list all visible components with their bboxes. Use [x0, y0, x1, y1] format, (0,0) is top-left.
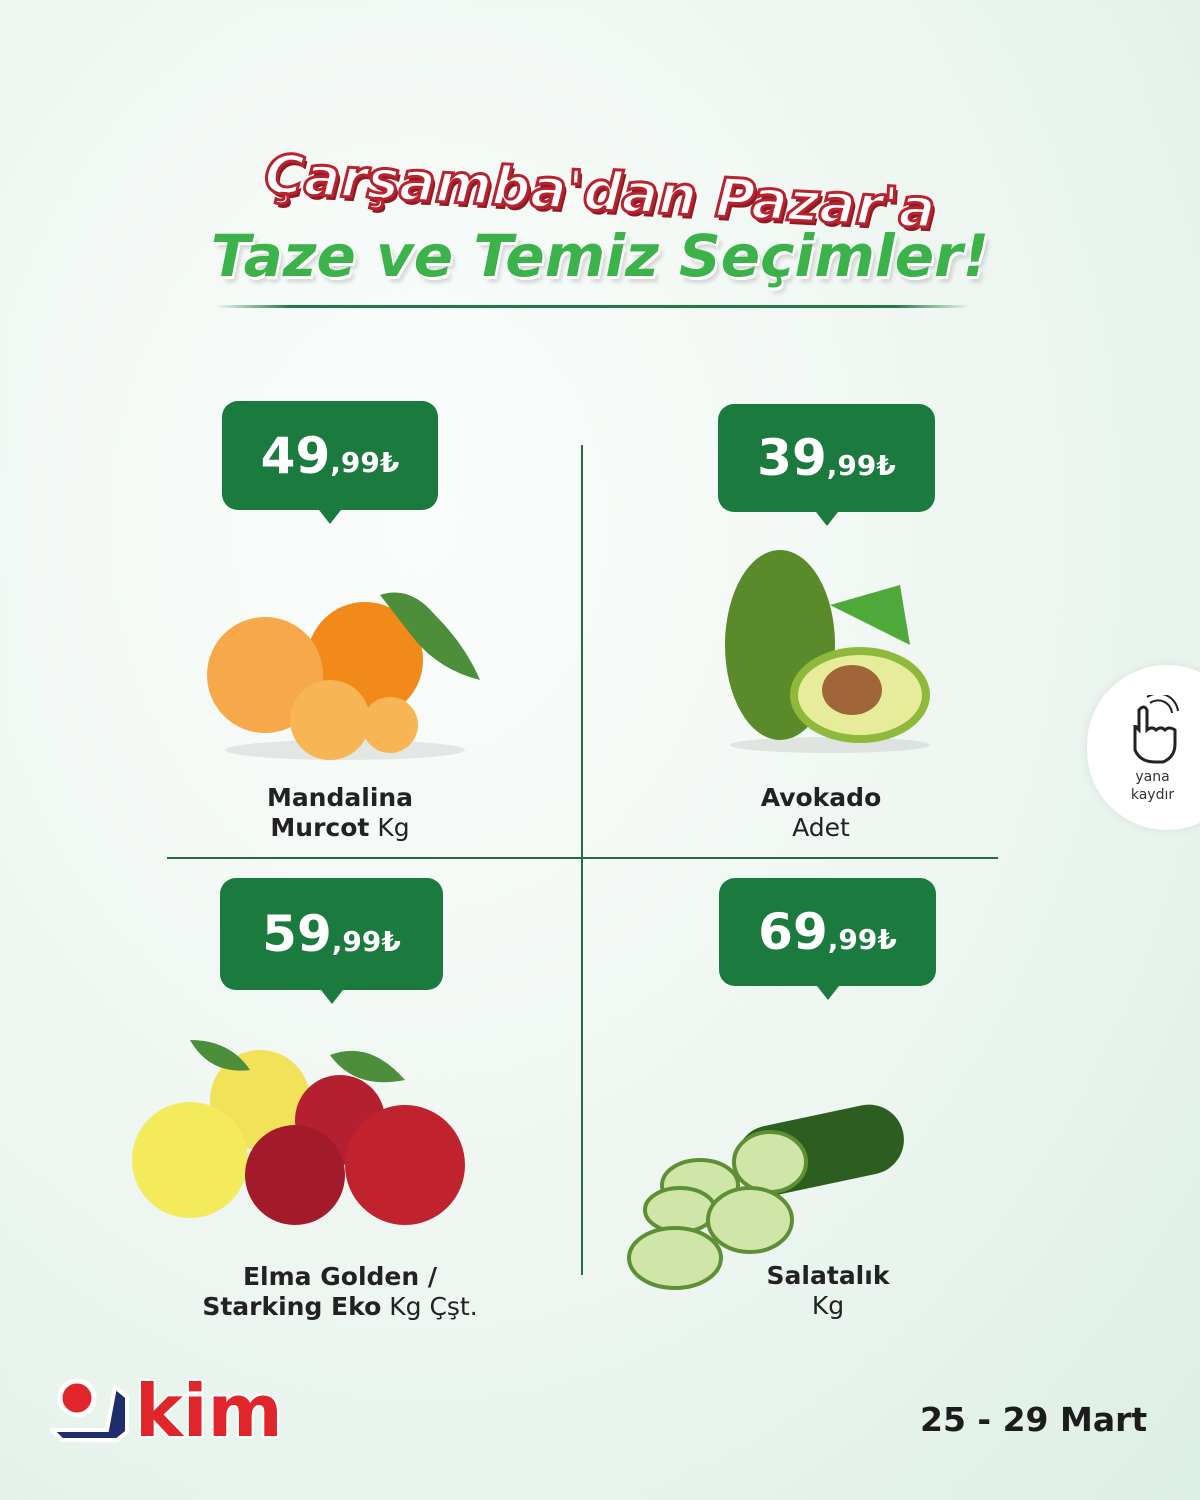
price-tag-salatalik: 69,99₺	[719, 878, 936, 1000]
headline-main: Taze ve Temiz Seçimler!	[210, 222, 990, 290]
swipe-label-1: yana	[1135, 769, 1170, 785]
price-tag-avokado: 39,99₺	[718, 404, 935, 526]
grid-divider-horizontal	[167, 857, 998, 859]
product-name-mandalina: Mandalina Murcot Kg	[266, 783, 414, 842]
product-name-elma: Elma Golden / Starking Eko Kg Çşt.	[202, 1262, 478, 1321]
price-main: 49	[260, 426, 331, 485]
price-cents: ,99₺	[331, 924, 401, 958]
kim-logo: kim	[50, 1372, 285, 1447]
price-main: 59	[262, 905, 332, 963]
product-name-salatalik: Salatalık Kg	[766, 1261, 890, 1320]
price-cents: ,99₺	[827, 922, 897, 956]
price-tag-elma: 59,99₺	[220, 878, 443, 1004]
price-main: 69	[758, 903, 828, 961]
swipe-label-2: kaydır	[1130, 787, 1175, 803]
swipe-hint-button[interactable]: yana kaydır	[1087, 665, 1200, 830]
product-name-avokado: Avokado Adet	[760, 783, 882, 842]
cucumber-image	[627, 1104, 904, 1290]
apples-image	[132, 1040, 465, 1225]
grid-divider-vertical	[581, 445, 583, 1275]
price-tag-mandalina: 49,99₺	[222, 401, 438, 524]
header-divider	[215, 305, 970, 308]
swipe-hand-icon	[1133, 695, 1179, 764]
price-cents: ,99₺	[826, 448, 896, 482]
price-main: 39	[757, 429, 827, 487]
avocado-image	[725, 550, 930, 753]
promo-date: 25 - 29 Mart	[920, 1400, 1148, 1439]
price-cents: ,99₺	[330, 446, 400, 479]
mandarin-image	[207, 592, 480, 760]
svg-text:kim: kim	[135, 1372, 283, 1447]
